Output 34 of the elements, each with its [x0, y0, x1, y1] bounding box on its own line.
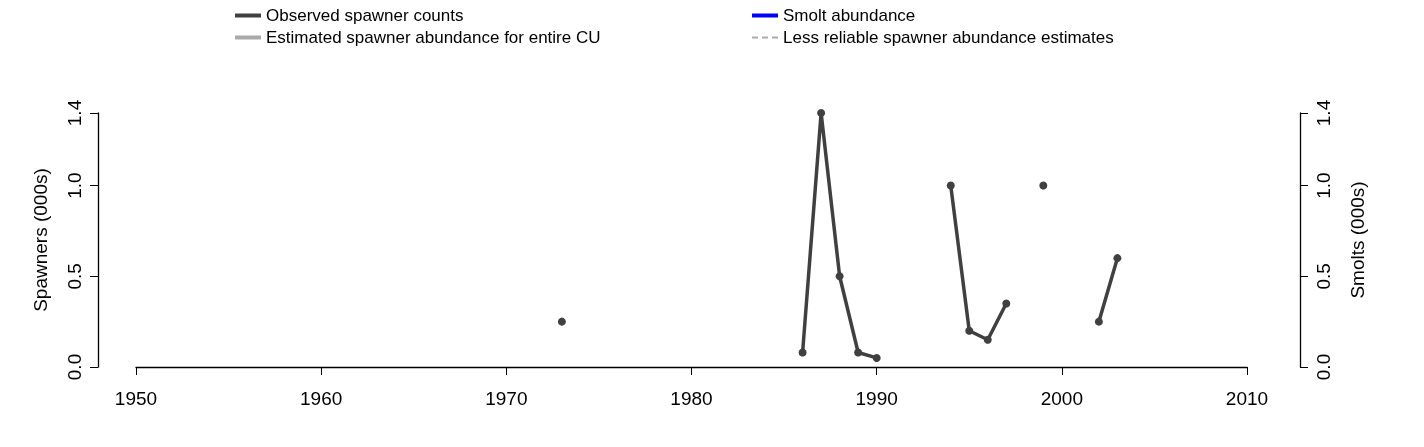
point: [1002, 299, 1011, 308]
point: [798, 348, 807, 357]
y2-tick-label: 1.0: [1313, 172, 1334, 199]
y2-tick-label: 0.0: [1313, 353, 1334, 381]
x-tick-label: 1990: [855, 388, 898, 409]
x-tick-label: 2010: [1225, 388, 1269, 409]
y-tick-label: 0.0: [64, 353, 85, 381]
point: [872, 353, 881, 362]
point: [965, 326, 974, 335]
legend-label: Estimated spawner abundance for entire CU: [266, 28, 601, 47]
y-tick-label: 0.5: [64, 263, 85, 290]
point: [946, 181, 955, 190]
y2-tick-label: 0.5: [1313, 263, 1334, 290]
y-axis-title: Spawners (000s): [30, 168, 51, 312]
legend-label: Less reliable spawner abundance estimates: [783, 28, 1114, 47]
y-tick-label: 1.4: [64, 99, 85, 127]
x-tick-label: 1980: [670, 388, 713, 409]
x-tick-label: 2000: [1040, 388, 1083, 409]
legend-label: Smolt abundance: [783, 6, 916, 25]
point: [1039, 181, 1048, 190]
x-tick-label: 1960: [300, 388, 343, 409]
point: [817, 109, 826, 117]
point: [835, 272, 844, 281]
y2-axis-title: Smolts (000s): [1347, 181, 1368, 299]
point: [854, 348, 863, 357]
point: [557, 317, 566, 326]
x-tick-label: 1970: [485, 388, 528, 409]
x-tick-label: 1950: [114, 388, 158, 409]
y2-tick-label: 1.4: [1313, 99, 1334, 127]
legend-label: Observed spawner counts: [266, 6, 464, 25]
point: [1113, 254, 1122, 263]
point: [1094, 317, 1103, 326]
point: [983, 335, 992, 344]
y-tick-label: 1.0: [64, 172, 85, 199]
